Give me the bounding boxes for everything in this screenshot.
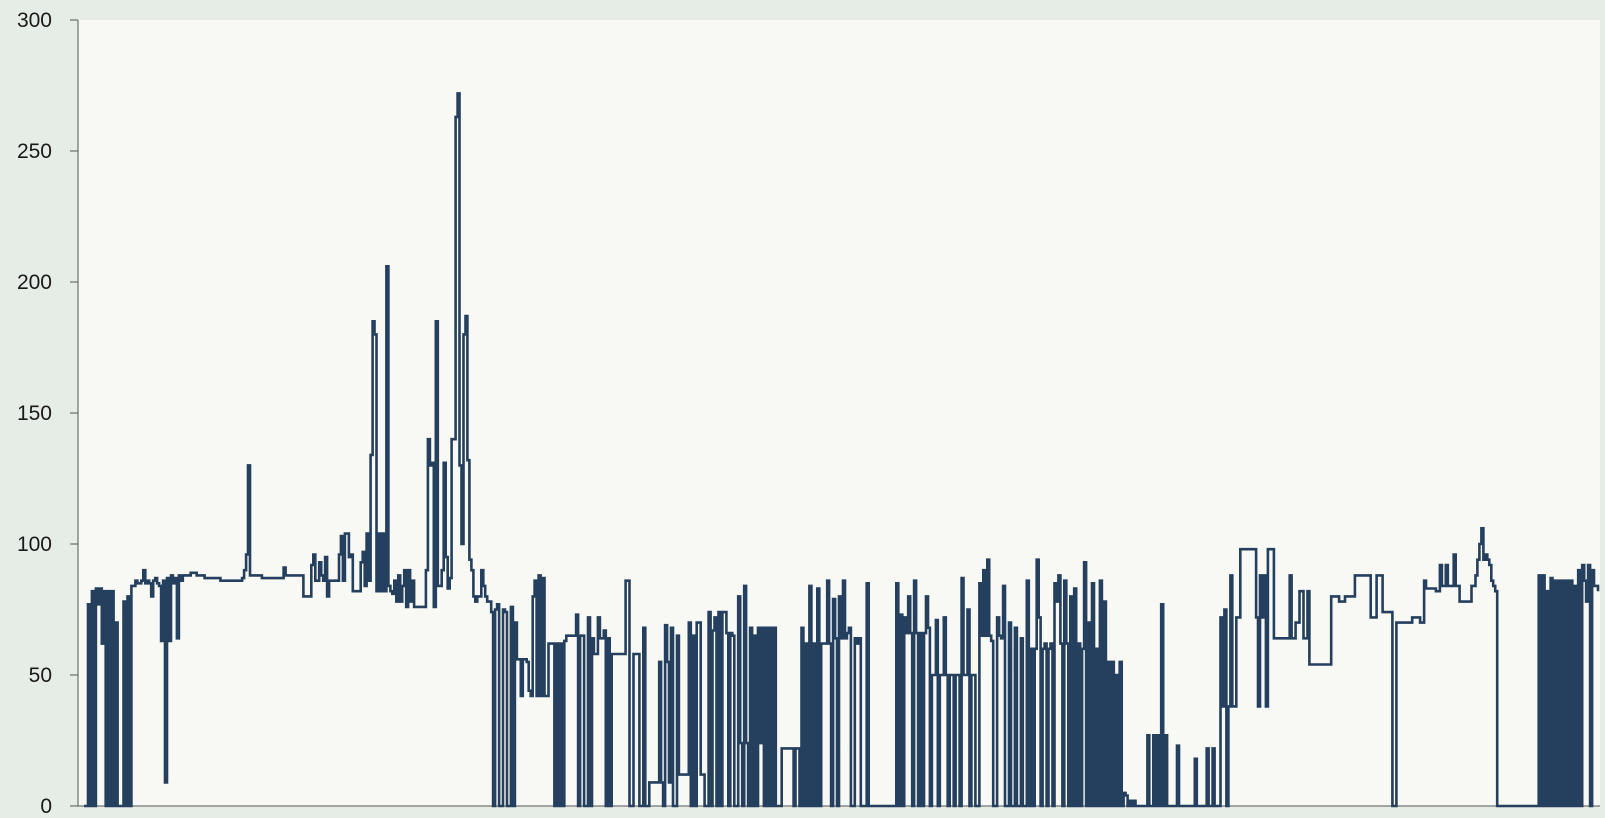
y-tick-label: 150 [17,402,52,425]
y-tick-label: 0 [40,795,52,818]
y-tick-label: 250 [17,140,52,163]
y-axis: 0 50 100 150 200 250 300 [17,9,79,818]
series-line [84,92,1600,808]
y-tick-label: 200 [17,271,52,294]
series-layer [84,92,1600,808]
y-tick-label: 100 [17,533,52,556]
y-tick-label: 300 [17,9,52,32]
y-tick-label: 50 [29,664,52,687]
